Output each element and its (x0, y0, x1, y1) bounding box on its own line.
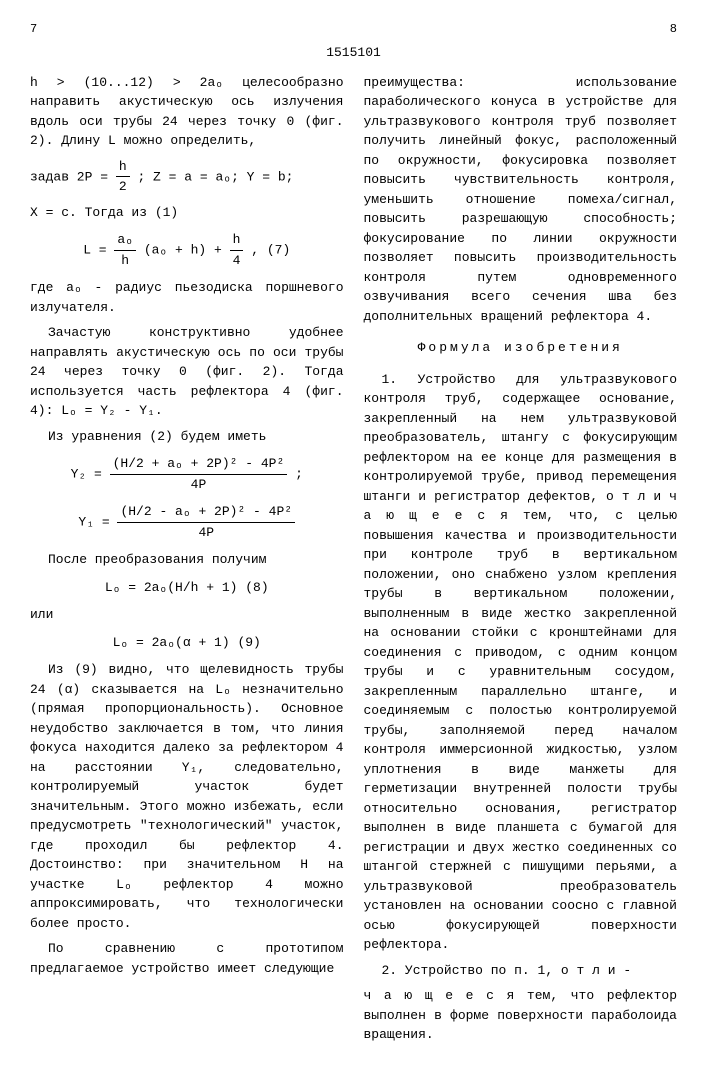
paragraph: Из (9) видно, что щелевидность трубы 24 … (30, 660, 344, 933)
fraction: h 4 (230, 230, 244, 270)
fraction: (H/2 - aₒ + 2P)² - 4P² 4P (117, 502, 295, 542)
fraction: aₒ h (114, 230, 136, 270)
right-column: преимущества: использование параболическ… (364, 73, 678, 1051)
fraction: (H/2 + aₒ + 2P)² - 4P² 4P (110, 454, 288, 494)
fraction: h 2 (116, 157, 130, 197)
two-column-layout: h > (10...12) > 2aₒ целесообразно направ… (30, 73, 677, 1051)
paragraph: X = c. Тогда из (1) (30, 203, 344, 223)
claim-2-line2: ч а ю щ е е с я тем, что рефлектор выпол… (364, 986, 678, 1045)
paragraph: Зачастую конструктивно удобнее направлят… (30, 323, 344, 421)
section-title: Формула изобретения (364, 338, 678, 358)
paragraph: или (30, 605, 344, 625)
formula-y1: Y₁ = (H/2 - aₒ + 2P)² - 4P² 4P (30, 502, 344, 542)
page-numbers: 7 8 (30, 20, 677, 38)
document-id: 1515101 (30, 43, 677, 63)
formula-y2: Y₂ = (H/2 + aₒ + 2P)² - 4P² 4P ; (30, 454, 344, 494)
left-column: h > (10...12) > 2aₒ целесообразно направ… (30, 73, 344, 1051)
claim-2-line1: 2. Устройство по п. 1, о т л и - (364, 961, 678, 981)
paragraph: После преобразования получим (30, 550, 344, 570)
formula-7: L = aₒ h (aₒ + h) + h 4 , (7) (30, 230, 344, 270)
paragraph: h > (10...12) > 2aₒ целесообразно направ… (30, 73, 344, 151)
formula-9: Lₒ = 2aₒ(α + 1) (9) (30, 633, 344, 653)
formula-8: Lₒ = 2aₒ(H/h + 1) (8) (30, 578, 344, 598)
page-right: 8 (670, 20, 677, 38)
paragraph: где aₒ - радиус пьезодиска поршневого из… (30, 278, 344, 317)
page-left: 7 (30, 20, 37, 38)
claim-1: 1. Устройство для ультразвукового контро… (364, 370, 678, 955)
paragraph: задав 2P = h 2 ; Z = a = aₒ; Y = b; (30, 157, 344, 197)
paragraph: преимущества: использование параболическ… (364, 73, 678, 327)
paragraph: По сравнению с прототипом предлагаемое у… (30, 939, 344, 978)
paragraph: Из уравнения (2) будем иметь (30, 427, 344, 447)
